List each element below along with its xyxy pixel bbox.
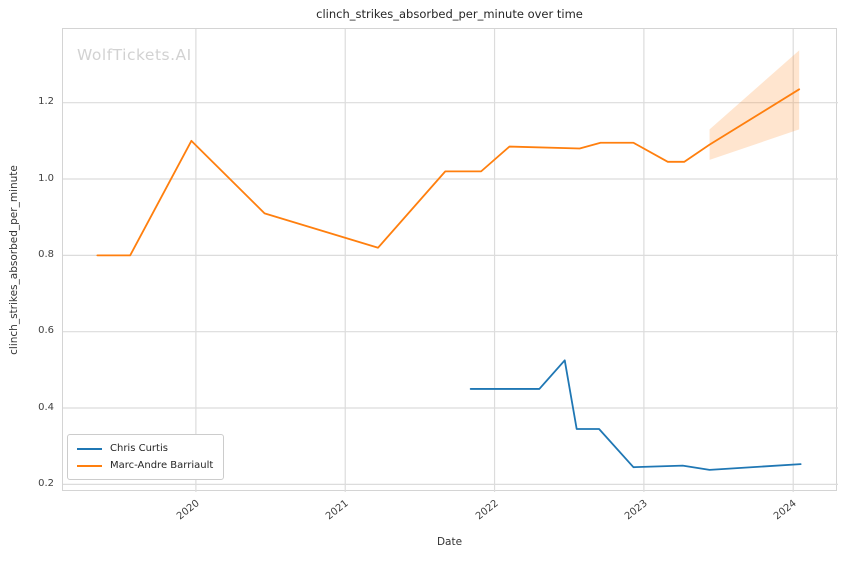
y-axis-label: clinch_strikes_absorbed_per_minute	[8, 165, 20, 355]
legend-line-swatch	[77, 464, 102, 467]
watermark: WolfTickets.AI	[77, 46, 192, 64]
x-tick-label: 2024	[772, 498, 799, 523]
x-axis-label: Date	[436, 536, 463, 548]
legend-line-swatch	[77, 447, 102, 450]
plot-area: Chris Curtis Marc-Andre Barriault	[62, 28, 838, 492]
legend-item: Marc-Andre Barriault	[77, 457, 213, 474]
x-tick-label: 2022	[473, 498, 501, 523]
y-tick-label: 1.0	[38, 172, 54, 184]
forecast-confidence-band	[709, 50, 800, 160]
y-tick-label: 0.6	[38, 325, 54, 337]
x-tick-label: 2020	[174, 498, 202, 523]
chart-canvas	[63, 29, 838, 492]
series-line-chris-curtis	[469, 359, 802, 471]
x-tick-label: 2021	[324, 498, 351, 523]
legend-label: Marc-Andre Barriault	[110, 460, 214, 471]
series-line-marc-andre-barriault	[96, 88, 801, 257]
legend-label: Chris Curtis	[110, 443, 168, 454]
legend-item: Chris Curtis	[77, 440, 213, 457]
y-tick-label: 0.2	[38, 477, 54, 489]
y-tick-label: 0.8	[38, 248, 54, 260]
x-tick-label: 2023	[622, 498, 650, 523]
legend: Chris Curtis Marc-Andre Barriault	[67, 434, 225, 480]
chart-title: clinch_strikes_absorbed_per_minute over …	[316, 7, 583, 21]
y-tick-label: 0.4	[38, 401, 54, 413]
y-tick-label: 1.2	[38, 96, 54, 108]
